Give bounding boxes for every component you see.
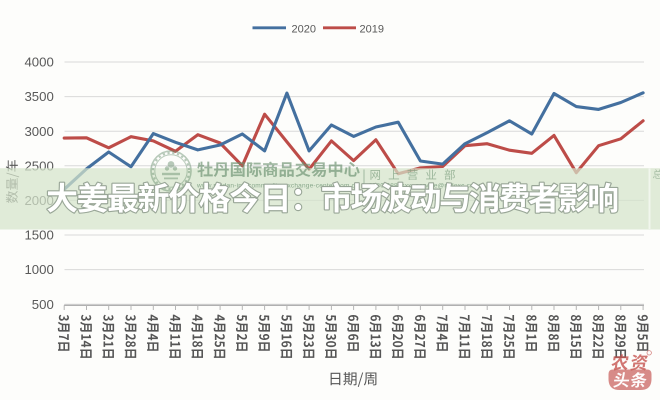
svg-text:2019: 2019 [360, 23, 384, 35]
svg-text:3000: 3000 [24, 124, 53, 139]
svg-text:1000: 1000 [24, 262, 53, 277]
svg-text:1500: 1500 [24, 228, 53, 243]
svg-text:500: 500 [32, 297, 54, 312]
svg-text:2020: 2020 [292, 23, 316, 35]
svg-text:3500: 3500 [24, 89, 53, 104]
svg-text:4000: 4000 [24, 55, 53, 70]
